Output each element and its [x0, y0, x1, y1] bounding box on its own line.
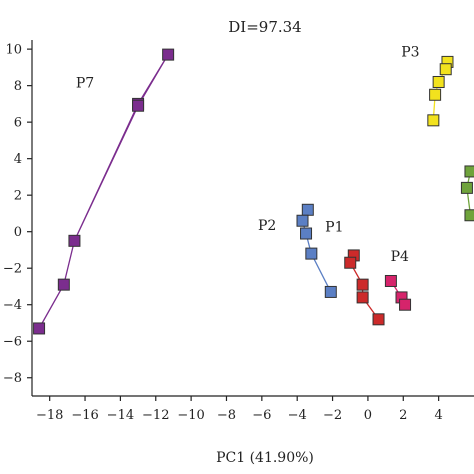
data-point: [296, 214, 309, 227]
x-tick-label: −4: [288, 408, 307, 423]
y-tick-label: −4: [3, 298, 22, 313]
series-p4: [384, 274, 412, 311]
chart-title: DI=97.34: [228, 18, 301, 36]
y-tick-label: −2: [3, 262, 22, 277]
y-tick-label: 2: [14, 189, 22, 204]
data-series: [33, 48, 474, 335]
data-point: [301, 203, 314, 216]
x-tick-label: 4: [434, 408, 442, 423]
x-tick-label: −10: [177, 408, 204, 423]
data-point: [464, 209, 474, 222]
data-point: [427, 114, 440, 127]
x-tick-label: 2: [399, 408, 407, 423]
y-tick-label: 4: [14, 152, 22, 167]
data-point: [300, 227, 313, 240]
data-point: [356, 291, 369, 304]
group-label-p7: P7: [76, 75, 94, 91]
data-point: [68, 234, 81, 247]
data-point: [439, 63, 452, 76]
series-p3: [427, 55, 454, 127]
data-point: [372, 313, 385, 326]
tick-labels: −18 −16 −14 −12 −10 −8 −6 −4 −2 0 2 4 −8 −6 −4 −2 0 2 4 6 8 1…: [3, 43, 443, 423]
data-point: [356, 278, 369, 291]
series-p7: [33, 48, 175, 335]
y-tick-label: −6: [3, 335, 22, 350]
x-tick-label: −18: [36, 408, 63, 423]
axes: [27, 40, 474, 401]
data-point: [429, 88, 442, 101]
data-point: [305, 247, 318, 260]
series-p1: [344, 249, 385, 326]
data-point: [464, 165, 474, 178]
y-tick-label: 10: [5, 43, 22, 58]
series-p2: [296, 203, 337, 298]
data-point: [132, 99, 145, 112]
data-point: [432, 75, 445, 88]
y-tick-label: −8: [3, 371, 22, 386]
data-point: [384, 274, 397, 287]
y-tick-label: 8: [14, 79, 22, 94]
group-label-p2: P2: [258, 218, 276, 234]
x-tick-label: −6: [252, 408, 271, 423]
data-point: [460, 181, 473, 194]
x-axis-label: PC1 (41.90%): [216, 450, 314, 466]
x-tick-label: −8: [217, 408, 236, 423]
x-tick-label: −14: [107, 408, 134, 423]
data-point: [399, 298, 412, 311]
series-group-5: [460, 165, 474, 222]
data-point: [57, 278, 70, 291]
x-tick-label: −12: [142, 408, 169, 423]
data-point: [33, 322, 46, 335]
data-point: [344, 256, 357, 269]
group-labels: P7 P2 P1 P4 P3: [76, 44, 420, 264]
data-point: [162, 48, 175, 61]
y-tick-label: 6: [14, 116, 22, 131]
data-point: [324, 285, 337, 298]
x-tick-label: −2: [323, 408, 342, 423]
group-label-p4: P4: [391, 249, 409, 265]
x-tick-label: −16: [71, 408, 98, 423]
group-label-p3: P3: [401, 44, 419, 60]
group-label-p1: P1: [325, 220, 343, 236]
y-tick-label: 0: [14, 225, 22, 240]
x-tick-label: 0: [364, 408, 372, 423]
